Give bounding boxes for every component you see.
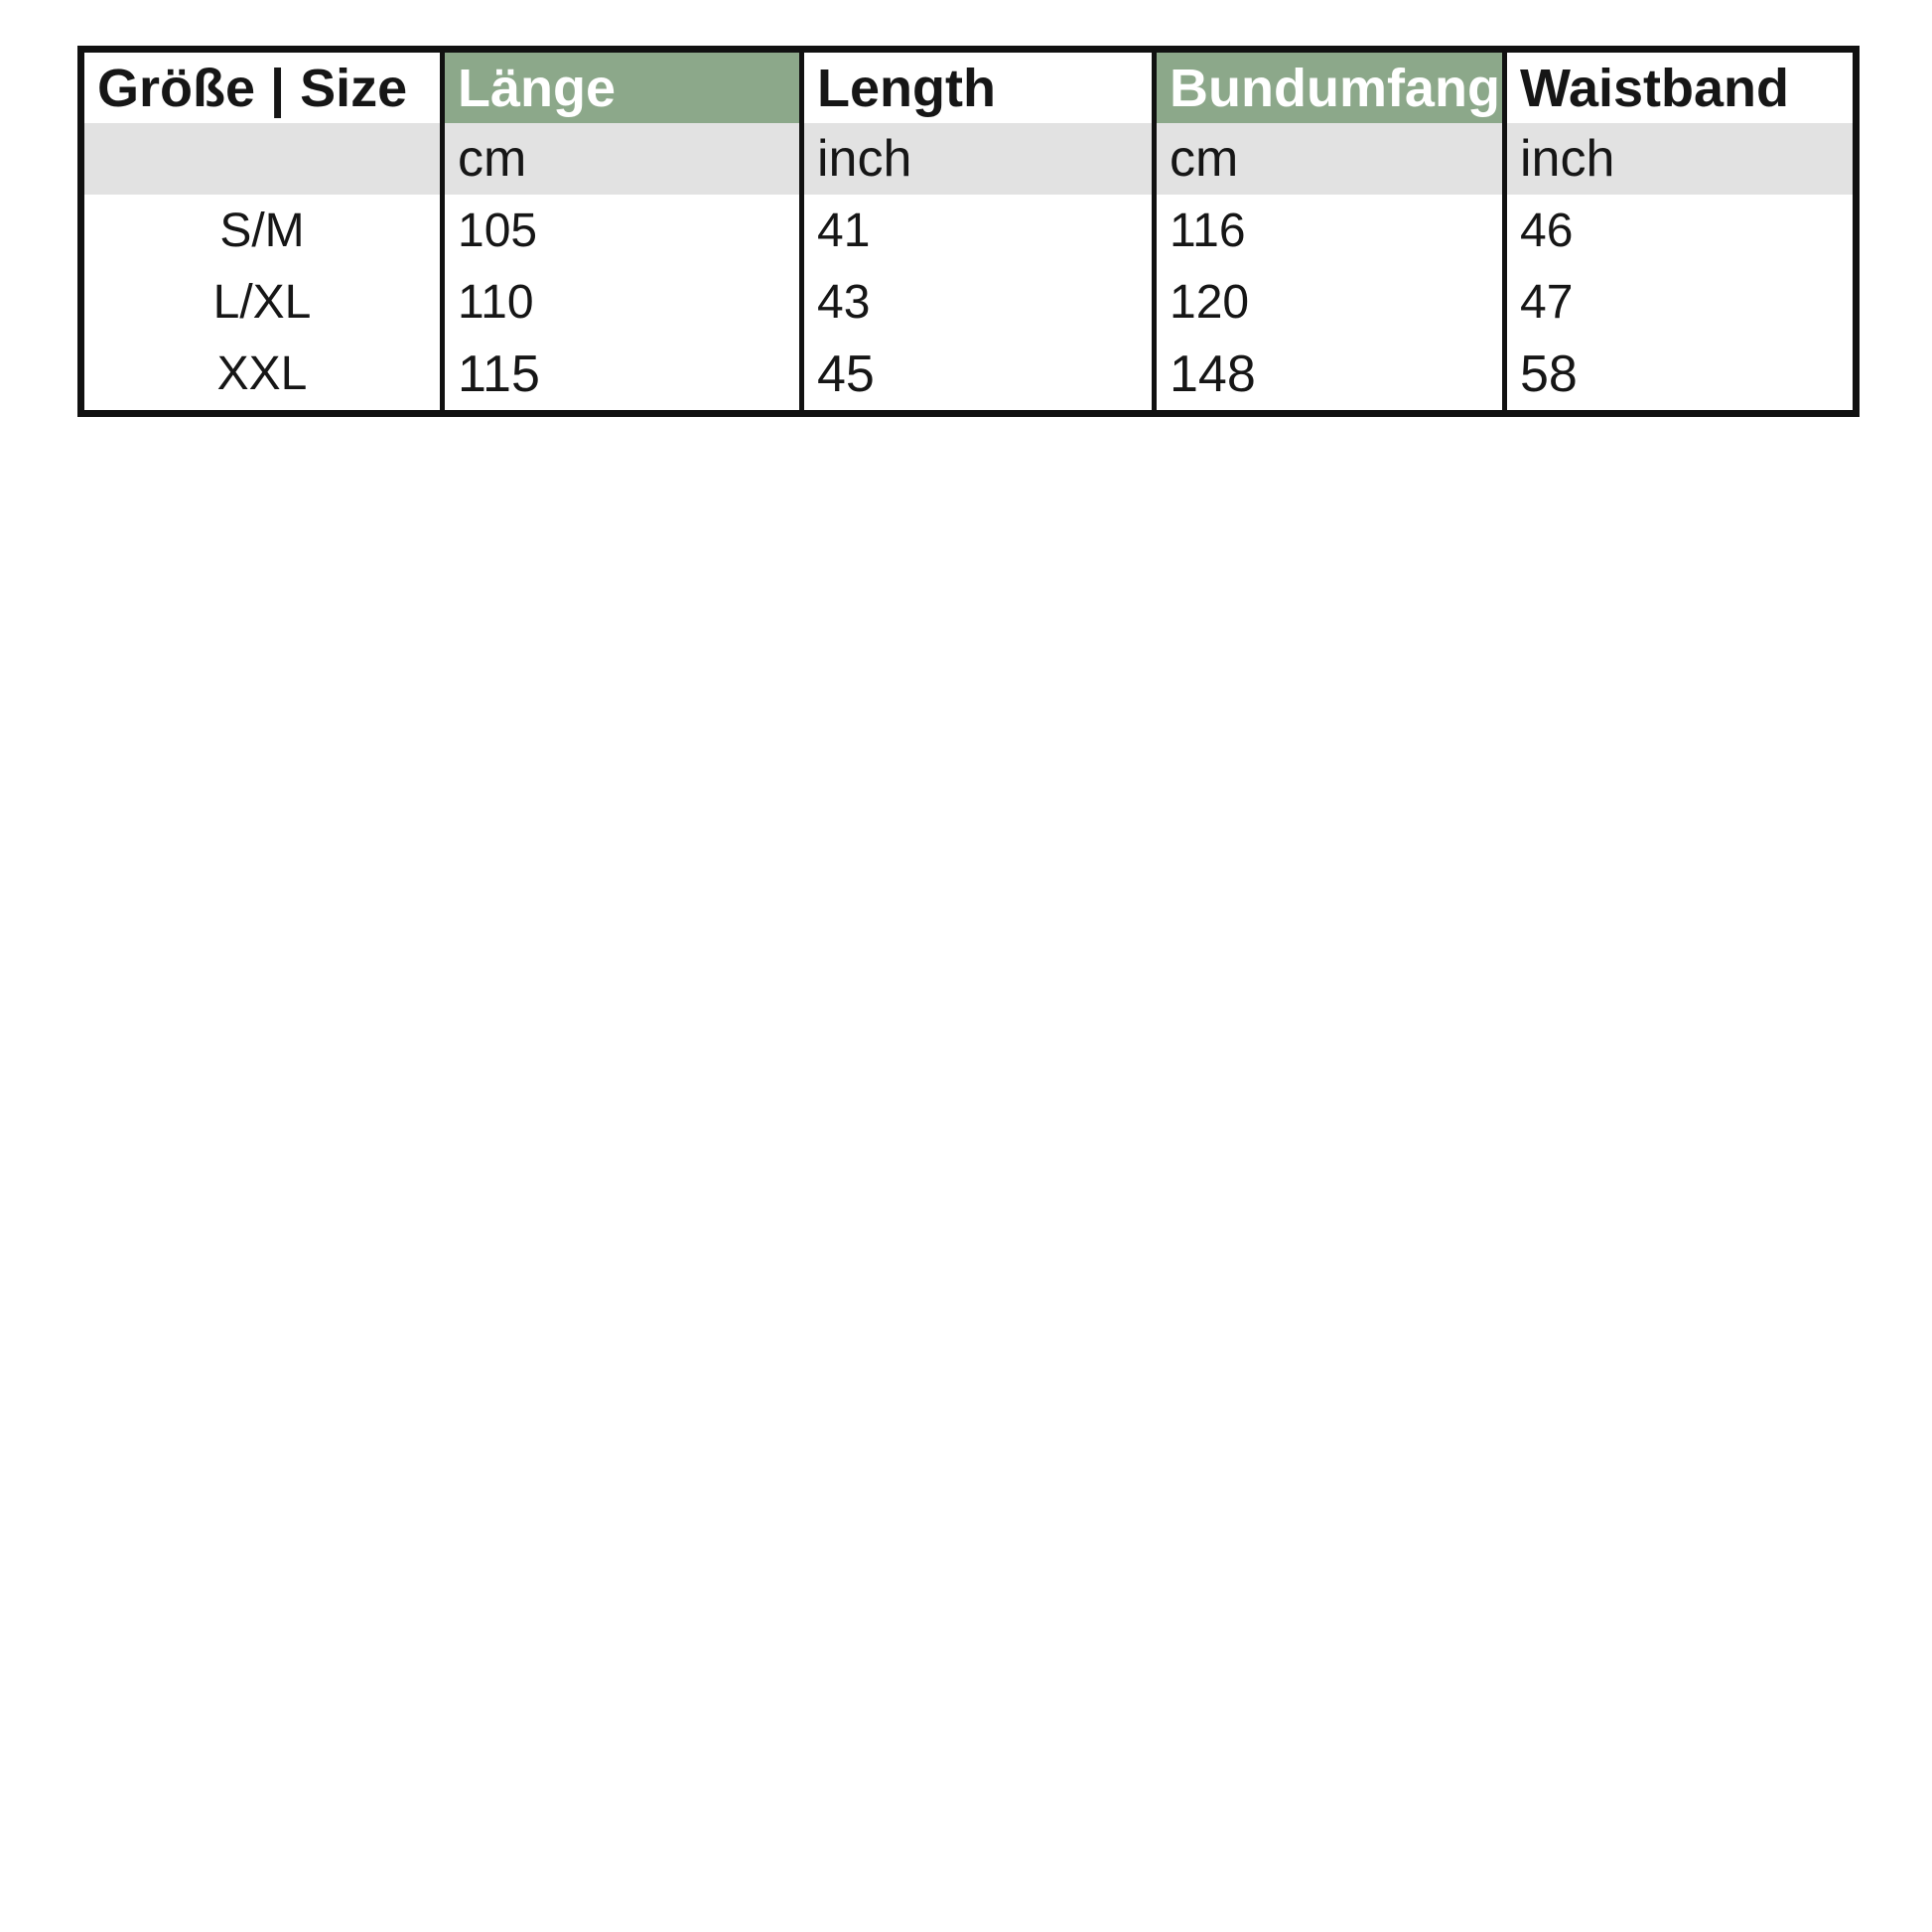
- value-lxl-length-inch: 43: [799, 266, 1152, 338]
- size-label-xxl: XXL: [216, 347, 308, 400]
- value-xxl-bundumfang-cm: 148: [1152, 338, 1502, 410]
- size-chart-table: Größe | Size Länge Length Bundumfang Wai…: [77, 46, 1860, 417]
- value-xxl-laenge-cm: 115: [440, 338, 799, 410]
- header-groesse-size: Größe | Size: [97, 58, 408, 118]
- value-xxl-waistband-inch: 58: [1502, 338, 1853, 410]
- value-sm-length-inch: 41: [799, 195, 1152, 266]
- value-lxl-laenge-cm: 110: [440, 266, 799, 338]
- value-xxl-length-inch: 45: [799, 338, 1152, 410]
- size-label-lxl: L/XL: [212, 275, 312, 329]
- units-spacer-cell: [84, 123, 440, 195]
- value-sm-bundumfang-cm: 116: [1152, 195, 1502, 266]
- value-lxl-waistband-inch: 47: [1502, 266, 1853, 338]
- value-sm-laenge-cm: 105: [440, 195, 799, 266]
- unit-length-inch: inch: [799, 123, 1152, 195]
- value-sm-waistband-inch: 46: [1502, 195, 1853, 266]
- header-waistband: Waistband: [1502, 53, 1853, 123]
- value-lxl-bundumfang-cm: 120: [1152, 266, 1502, 338]
- header-length: Length: [799, 53, 1152, 123]
- size-label-sm: S/M: [219, 204, 305, 257]
- header-laenge: Länge: [440, 53, 799, 123]
- unit-waistband-inch: inch: [1502, 123, 1853, 195]
- unit-laenge-cm: cm: [440, 123, 799, 195]
- header-bundumfang: Bundumfang: [1152, 53, 1502, 123]
- unit-bundumfang-cm: cm: [1152, 123, 1502, 195]
